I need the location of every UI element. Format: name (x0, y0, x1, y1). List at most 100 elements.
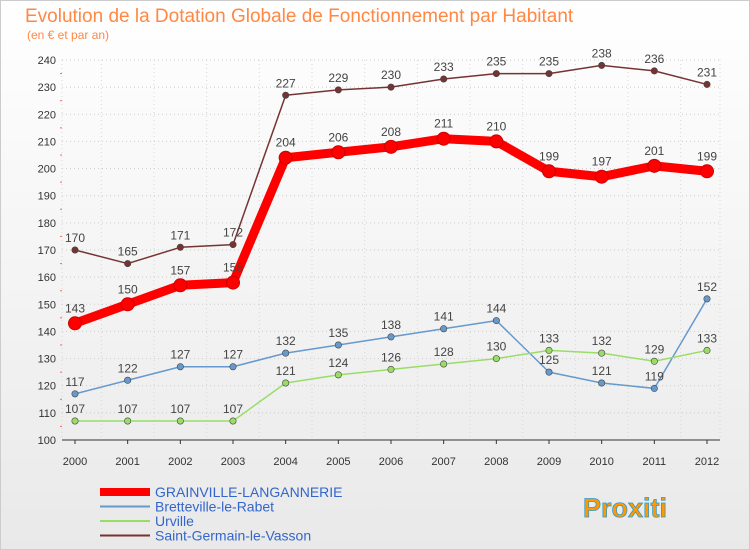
data-point (282, 91, 290, 99)
x-tick-layer: 2000 2001 2002 2003 2004 2005 2006 2007 2008 2009… (63, 440, 719, 468)
series-bretteville-le-rabet: 117 122 127 127 132 135 138 141 144 125 121 119 152 (65, 280, 717, 398)
y-tick-label: 190 (38, 191, 56, 203)
data-label: 165 (118, 245, 138, 259)
data-point (542, 164, 556, 179)
data-point (436, 131, 451, 146)
legend-label: GRAINVILLE-LANGANNERIE (155, 484, 343, 500)
y-tick-label: 180 (38, 218, 56, 230)
legend-label: Urville (155, 513, 194, 529)
data-label: 170 (65, 231, 85, 245)
data-label: 199 (697, 149, 717, 163)
data-point (331, 145, 346, 160)
legend-item: Bretteville-le-Rabet (100, 499, 274, 515)
data-point (124, 376, 132, 384)
data-label: 158 (223, 261, 243, 275)
data-label: 238 (592, 46, 612, 60)
data-point (598, 61, 606, 69)
data-label: 235 (486, 55, 506, 69)
data-label: 126 (381, 350, 401, 364)
y-tick-label: 240 (38, 55, 56, 67)
data-point (176, 363, 184, 371)
x-tick-label: 2004 (273, 456, 297, 468)
data-point (700, 164, 714, 179)
data-label: 117 (65, 375, 84, 389)
data-point (650, 67, 658, 75)
x-tick-label: 2001 (115, 456, 139, 468)
data-label: 107 (118, 402, 138, 416)
x-tick-label: 2007 (431, 456, 455, 468)
x-tick-label: 2002 (168, 456, 192, 468)
data-label: 201 (644, 144, 664, 158)
data-point (387, 333, 395, 341)
data-point (440, 360, 448, 368)
series-grainville-langannerie: 143 150 157 158 204 206 208 211 210 199 197 201 199 (65, 117, 717, 331)
data-label: 107 (65, 402, 85, 416)
data-point (226, 275, 240, 290)
data-point (492, 317, 500, 325)
y-tick-label: 100 (38, 435, 56, 447)
data-label: 144 (486, 302, 506, 316)
data-point (703, 346, 711, 354)
data-point (545, 70, 553, 78)
y-tick-label: 120 (38, 381, 56, 393)
data-label: 143 (65, 301, 85, 315)
data-label: 107 (170, 402, 190, 416)
data-label: 211 (434, 117, 453, 131)
data-label: 127 (223, 348, 243, 362)
data-label: 227 (276, 76, 296, 90)
x-tick-label: 2006 (379, 456, 403, 468)
data-label: 199 (539, 149, 559, 163)
data-label: 130 (486, 340, 506, 354)
data-label: 135 (328, 326, 348, 340)
data-point (703, 295, 711, 303)
data-label: 231 (697, 65, 717, 79)
data-label: 129 (644, 342, 664, 356)
data-point (598, 349, 606, 357)
x-tick-label: 2000 (63, 456, 87, 468)
x-tick-label: 2011 (643, 456, 667, 468)
data-point (387, 83, 395, 91)
data-point (647, 158, 662, 173)
data-point (71, 417, 79, 425)
data-point (492, 70, 500, 78)
data-label: 235 (539, 55, 559, 69)
y-tick-label: 110 (38, 408, 56, 420)
data-label: 210 (486, 119, 506, 133)
data-point (440, 325, 448, 333)
legend: GRAINVILLE-LANGANNERIEBretteville-le-Rab… (100, 484, 343, 544)
y-tick-label: 220 (38, 109, 56, 121)
data-label: 233 (434, 60, 454, 74)
data-point (598, 379, 606, 387)
data-point (282, 379, 290, 387)
data-label: 197 (592, 155, 612, 169)
y-tick-label: 170 (38, 245, 56, 257)
data-point (124, 260, 132, 268)
data-point (545, 368, 553, 376)
data-point (176, 417, 184, 425)
data-label: 127 (170, 348, 190, 362)
series-urville: 107 107 107 107 121 124 126 128 130 133 132 129 133 (65, 331, 717, 425)
data-label: 141 (434, 310, 454, 324)
data-point (229, 241, 237, 249)
y-tick-label: 130 (38, 354, 56, 366)
data-label: 236 (644, 52, 664, 66)
logo-text: Proxiti (583, 493, 667, 523)
data-point (68, 316, 82, 331)
data-label: 125 (539, 353, 559, 367)
data-label: 132 (276, 334, 296, 348)
y-tick-label: 140 (38, 326, 56, 338)
data-point (120, 297, 135, 312)
data-label: 122 (118, 361, 138, 375)
data-point (71, 246, 79, 254)
data-point (124, 417, 132, 425)
data-point (282, 349, 290, 357)
data-label: 171 (170, 228, 190, 242)
y-tick-label: 200 (38, 164, 56, 176)
data-label: 172 (223, 226, 243, 240)
data-point (334, 371, 342, 379)
data-label: 133 (539, 331, 559, 345)
data-point (384, 139, 398, 154)
